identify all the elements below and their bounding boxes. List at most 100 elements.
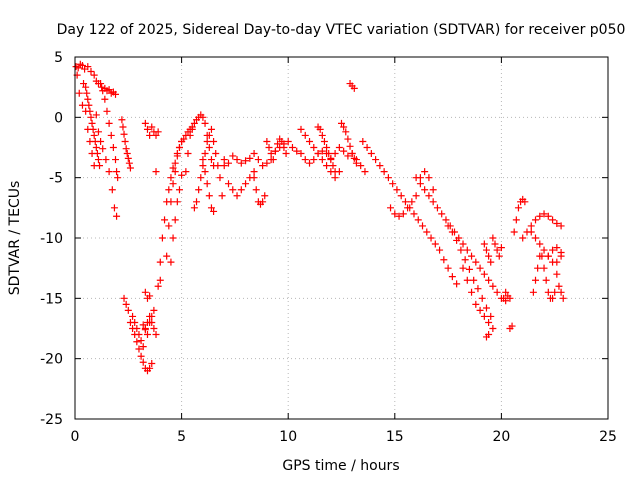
data-point: [293, 147, 301, 155]
data-point: [122, 145, 130, 153]
data-point: [540, 264, 548, 272]
data-point: [427, 234, 435, 242]
data-point: [461, 256, 469, 264]
data-point: [553, 220, 561, 228]
data-point: [129, 312, 137, 320]
data-point: [169, 164, 177, 172]
data-point: [78, 61, 86, 69]
data-point: [444, 264, 452, 272]
data-point: [112, 156, 120, 164]
data-point: [74, 64, 82, 72]
data-point: [146, 364, 154, 372]
y-tick-label: 0: [54, 110, 63, 126]
y-tick-label: -5: [49, 171, 63, 187]
data-point: [175, 144, 183, 151]
data-point: [393, 186, 401, 194]
data-point: [421, 186, 429, 194]
data-point: [263, 137, 271, 145]
data-point: [118, 116, 126, 124]
x-tick-label: 25: [599, 429, 617, 445]
data-point: [113, 212, 121, 220]
data-point: [103, 107, 111, 115]
data-point: [344, 135, 352, 143]
data-point: [169, 234, 177, 242]
data-point: [158, 234, 166, 242]
data-point: [329, 162, 337, 170]
data-point: [318, 131, 326, 139]
y-tick-label: -25: [40, 412, 63, 428]
data-point: [282, 150, 290, 158]
data-point: [306, 137, 314, 145]
data-point: [85, 101, 93, 109]
data-point: [350, 84, 358, 92]
data-point: [165, 186, 173, 194]
data-point: [242, 180, 250, 188]
data-point: [250, 150, 258, 158]
data-point: [397, 192, 405, 200]
data-point: [148, 123, 156, 131]
data-point: [263, 159, 271, 167]
data-point: [178, 171, 186, 179]
data-point: [195, 186, 203, 194]
data-point: [278, 137, 286, 145]
data-point: [478, 294, 486, 302]
data-point: [423, 228, 431, 236]
data-point: [92, 144, 100, 151]
data-point: [323, 162, 331, 170]
data-point: [143, 331, 151, 339]
data-point: [514, 204, 522, 212]
data-point: [376, 162, 384, 170]
data-point: [75, 89, 83, 97]
data-point: [500, 294, 508, 302]
data-point: [90, 71, 98, 79]
data-point: [233, 192, 241, 200]
data-point: [352, 159, 360, 167]
data-point: [489, 282, 497, 290]
data-point: [101, 95, 109, 103]
data-point: [508, 322, 516, 330]
data-point: [259, 162, 267, 170]
data-point: [433, 204, 441, 212]
data-point: [480, 240, 488, 248]
data-point: [82, 83, 90, 91]
data-point: [120, 130, 128, 138]
data-point: [453, 280, 461, 288]
data-point: [152, 131, 160, 139]
data-point: [190, 119, 198, 127]
data-point: [301, 156, 309, 164]
x-tick-label: 10: [279, 429, 297, 445]
data-point: [536, 252, 544, 260]
data-point: [457, 246, 465, 254]
data-point: [102, 156, 110, 164]
data-point: [425, 192, 433, 200]
data-point: [137, 337, 145, 345]
data-point: [156, 276, 164, 284]
data-point: [438, 210, 446, 218]
data-point: [271, 147, 279, 155]
data-point: [318, 147, 326, 155]
data-point: [519, 234, 527, 242]
data-point: [269, 156, 277, 164]
data-point: [367, 150, 375, 158]
data-point: [139, 358, 147, 366]
data-point: [152, 331, 160, 339]
axis-ticks: 0 5 10 15 20 25 5 0 -5 -10 -15 -20 -25: [40, 50, 617, 445]
data-point: [124, 154, 132, 162]
data-point: [150, 306, 158, 314]
data-point: [188, 125, 196, 133]
data-point: [167, 198, 175, 206]
data-point: [510, 228, 518, 236]
data-point: [110, 204, 118, 212]
data-point: [431, 240, 439, 248]
data-point: [502, 288, 510, 296]
data-point: [306, 159, 314, 167]
data-point: [465, 265, 473, 273]
data-point: [425, 174, 433, 182]
data-point: [387, 204, 395, 212]
plot-frame: [74, 56, 609, 420]
data-point: [123, 150, 131, 158]
data-point: [372, 156, 380, 164]
data-point: [199, 162, 207, 170]
data-point: [220, 162, 228, 170]
data-point: [544, 212, 552, 220]
